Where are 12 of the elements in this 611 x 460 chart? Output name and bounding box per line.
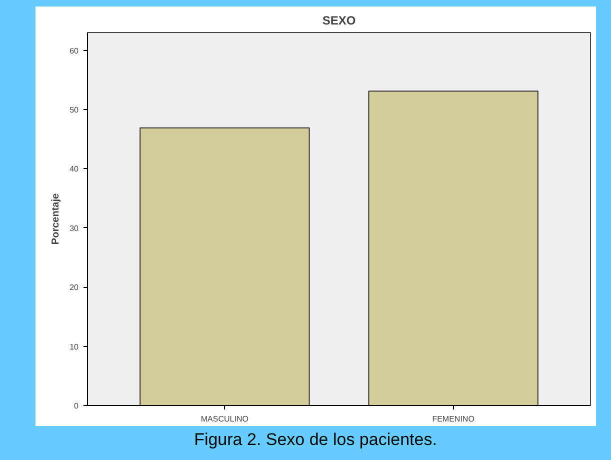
y-tick-label: 20 <box>70 283 80 292</box>
text: Figura 2. Sexo de los pacientes. <box>194 429 437 451</box>
y-tick-label: 40 <box>70 164 80 174</box>
y-tick-label: 50 <box>70 105 80 114</box>
y-tick-label: 0 <box>74 402 80 410</box>
x-tick-label: MASCULINO <box>200 414 248 424</box>
x-tick-label: FEMENINO <box>432 414 474 424</box>
y-tick-label: 10 <box>70 342 80 352</box>
y-tick-label: 30 <box>70 224 80 233</box>
y-axis-title: Porcentaje <box>50 192 62 245</box>
y-tick-label: 60 <box>70 46 80 56</box>
chart-title: SEXO <box>322 14 356 28</box>
